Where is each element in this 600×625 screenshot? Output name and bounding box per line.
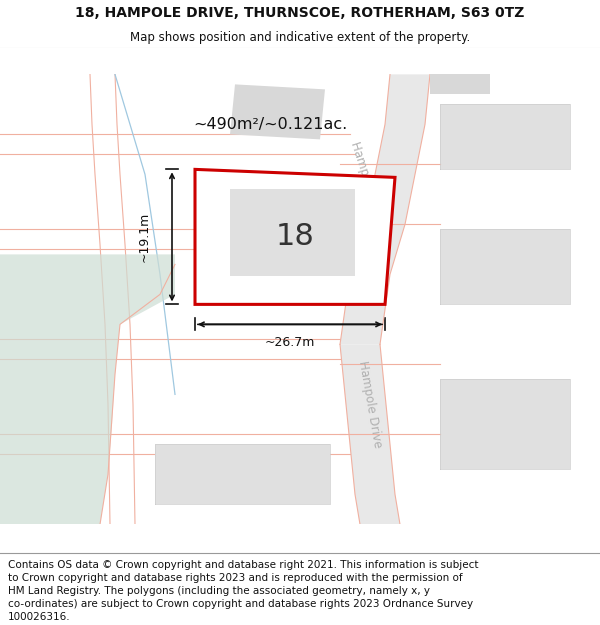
- Text: co-ordinates) are subject to Crown copyright and database rights 2023 Ordnance S: co-ordinates) are subject to Crown copyr…: [8, 599, 473, 609]
- Polygon shape: [230, 84, 325, 139]
- Text: ~26.7m: ~26.7m: [265, 336, 315, 349]
- Text: 18, HAMPOLE DRIVE, THURNSCOE, ROTHERHAM, S63 0TZ: 18, HAMPOLE DRIVE, THURNSCOE, ROTHERHAM,…: [76, 6, 524, 20]
- Text: to Crown copyright and database rights 2023 and is reproduced with the permissio: to Crown copyright and database rights 2…: [8, 573, 463, 583]
- Text: 18: 18: [275, 222, 314, 251]
- Polygon shape: [340, 344, 400, 524]
- Text: 100026316.: 100026316.: [8, 612, 70, 622]
- Text: ~19.1m: ~19.1m: [137, 212, 151, 262]
- Polygon shape: [440, 104, 570, 169]
- Polygon shape: [340, 74, 430, 344]
- Text: Contains OS data © Crown copyright and database right 2021. This information is : Contains OS data © Crown copyright and d…: [8, 560, 478, 570]
- Polygon shape: [195, 169, 395, 304]
- Polygon shape: [440, 229, 570, 304]
- Polygon shape: [0, 254, 175, 524]
- Polygon shape: [155, 444, 330, 504]
- Text: Hampole Drive: Hampole Drive: [348, 141, 388, 228]
- Polygon shape: [440, 379, 570, 469]
- Text: ~490m²/~0.121ac.: ~490m²/~0.121ac.: [193, 117, 347, 132]
- Polygon shape: [430, 74, 490, 94]
- Text: Hampole Drive: Hampole Drive: [356, 360, 384, 449]
- Polygon shape: [230, 189, 355, 276]
- Text: HM Land Registry. The polygons (including the associated geometry, namely x, y: HM Land Registry. The polygons (includin…: [8, 586, 430, 596]
- Text: Map shows position and indicative extent of the property.: Map shows position and indicative extent…: [130, 31, 470, 44]
